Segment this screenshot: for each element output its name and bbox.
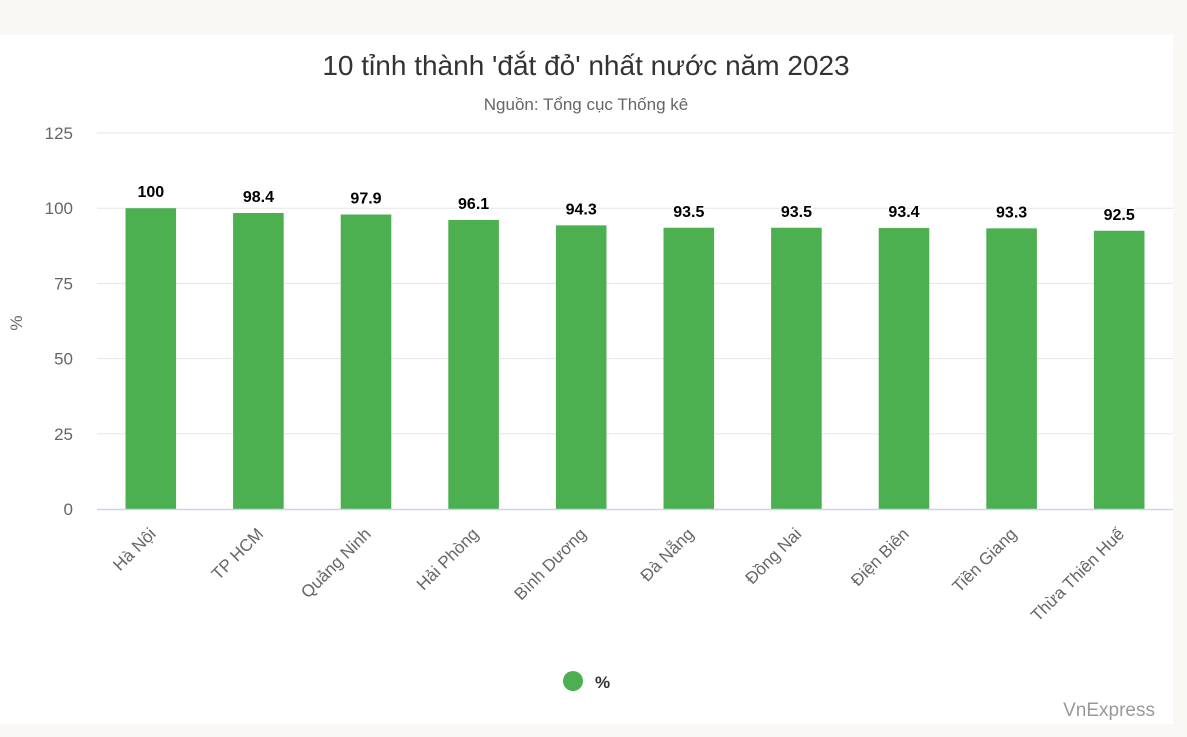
x-tick-label: Thừa Thiên Huế <box>1027 524 1128 625</box>
x-tick-label: Hà Nội <box>109 524 159 574</box>
bar-chart: 10 tỉnh thành 'đắt đỏ' nhất nước năm 202… <box>7 50 1173 721</box>
legend-marker <box>563 671 583 691</box>
bar <box>448 219 499 509</box>
chart-card: 10 tỉnh thành 'đắt đỏ' nhất nước năm 202… <box>0 35 1173 724</box>
x-tick-label: Đà Nẵng <box>637 524 698 585</box>
x-tick-label: Tiền Giang <box>949 524 1021 596</box>
y-tick-label: 100 <box>45 199 73 218</box>
y-tick-label: 0 <box>64 500 73 519</box>
legend-item[interactable]: % <box>563 671 610 692</box>
credit-text[interactable]: VnExpress <box>1063 700 1155 721</box>
y-tick-label: 50 <box>54 350 73 369</box>
data-label: 93.5 <box>673 204 704 221</box>
data-label: 93.4 <box>888 204 919 221</box>
bar <box>771 227 822 509</box>
data-label: 97.9 <box>350 191 381 208</box>
data-label: 96.1 <box>458 196 489 213</box>
data-labels: 100 98.4 97.9 96.1 94.3 93.5 93.5 93.4 93.3 92.5 <box>136 183 1136 226</box>
bar <box>340 214 392 510</box>
bar <box>233 213 284 509</box>
data-label: 100 <box>137 184 164 201</box>
x-tick-label: Đồng Nai <box>742 524 806 588</box>
x-tick-label: Quảng Ninh <box>297 524 375 602</box>
x-axis-ticks: Hà Nội TP HCM Quảng Ninh Hải Phòng Bình Dươn… <box>109 524 1128 625</box>
bars <box>125 208 1145 510</box>
data-label: 92.5 <box>1104 207 1135 224</box>
x-tick-label: Điện Biên <box>847 524 913 590</box>
bar <box>125 208 177 509</box>
bar <box>555 225 607 510</box>
x-tick-label: Hải Phòng <box>413 524 483 594</box>
y-axis-ticks: 0 25 50 75 100 125 <box>45 124 73 519</box>
x-tick-label: TP HCM <box>208 524 267 583</box>
y-tick-label: 25 <box>54 425 73 444</box>
bar <box>986 228 1037 509</box>
chart-subtitle: Nguồn: Tổng cục Thống kê <box>484 95 688 114</box>
bar <box>663 227 715 509</box>
bar <box>1093 230 1145 509</box>
data-label: 93.5 <box>781 204 812 221</box>
y-axis-label: % <box>7 315 26 330</box>
data-label: 98.4 <box>243 189 274 206</box>
data-label: 93.3 <box>996 204 1027 221</box>
y-tick-label: 75 <box>54 274 73 293</box>
y-tick-label: 125 <box>45 124 73 143</box>
bar <box>878 228 930 509</box>
chart-title: 10 tỉnh thành 'đắt đỏ' nhất nước năm 202… <box>322 50 849 81</box>
x-tick-label: Bình Dương <box>511 524 590 603</box>
legend-label: % <box>595 673 610 692</box>
data-label: 94.3 <box>566 201 597 218</box>
